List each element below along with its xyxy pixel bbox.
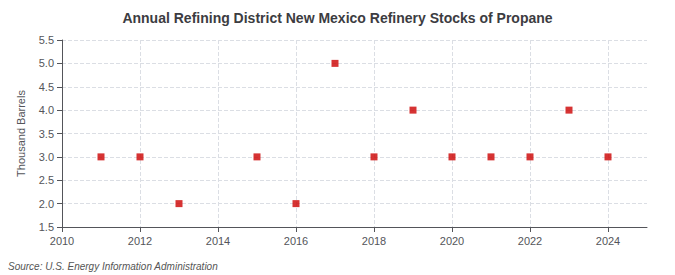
svg-text:2016: 2016 [284,235,308,247]
svg-text:2.5: 2.5 [39,174,54,186]
svg-text:2010: 2010 [50,235,74,247]
svg-text:2020: 2020 [440,235,464,247]
svg-text:5.0: 5.0 [39,57,54,69]
svg-text:Annual Refining District New M: Annual Refining District New Mexico Refi… [122,10,552,26]
svg-text:2.0: 2.0 [39,198,54,210]
svg-text:2024: 2024 [596,235,620,247]
svg-text:2022: 2022 [518,235,542,247]
svg-text:3.5: 3.5 [39,128,54,140]
svg-text:Thousand Barrels: Thousand Barrels [15,90,27,177]
svg-text:2012: 2012 [128,235,152,247]
svg-text:2018: 2018 [362,235,386,247]
svg-text:4.0: 4.0 [39,104,54,116]
svg-text:4.5: 4.5 [39,81,54,93]
svg-text:Source: U.S. Energy Informatio: Source: U.S. Energy Information Administ… [8,261,218,272]
svg-text:5.5: 5.5 [39,34,54,46]
svg-text:3.0: 3.0 [39,151,54,163]
svg-text:2014: 2014 [206,235,230,247]
svg-text:1.5: 1.5 [39,221,54,233]
